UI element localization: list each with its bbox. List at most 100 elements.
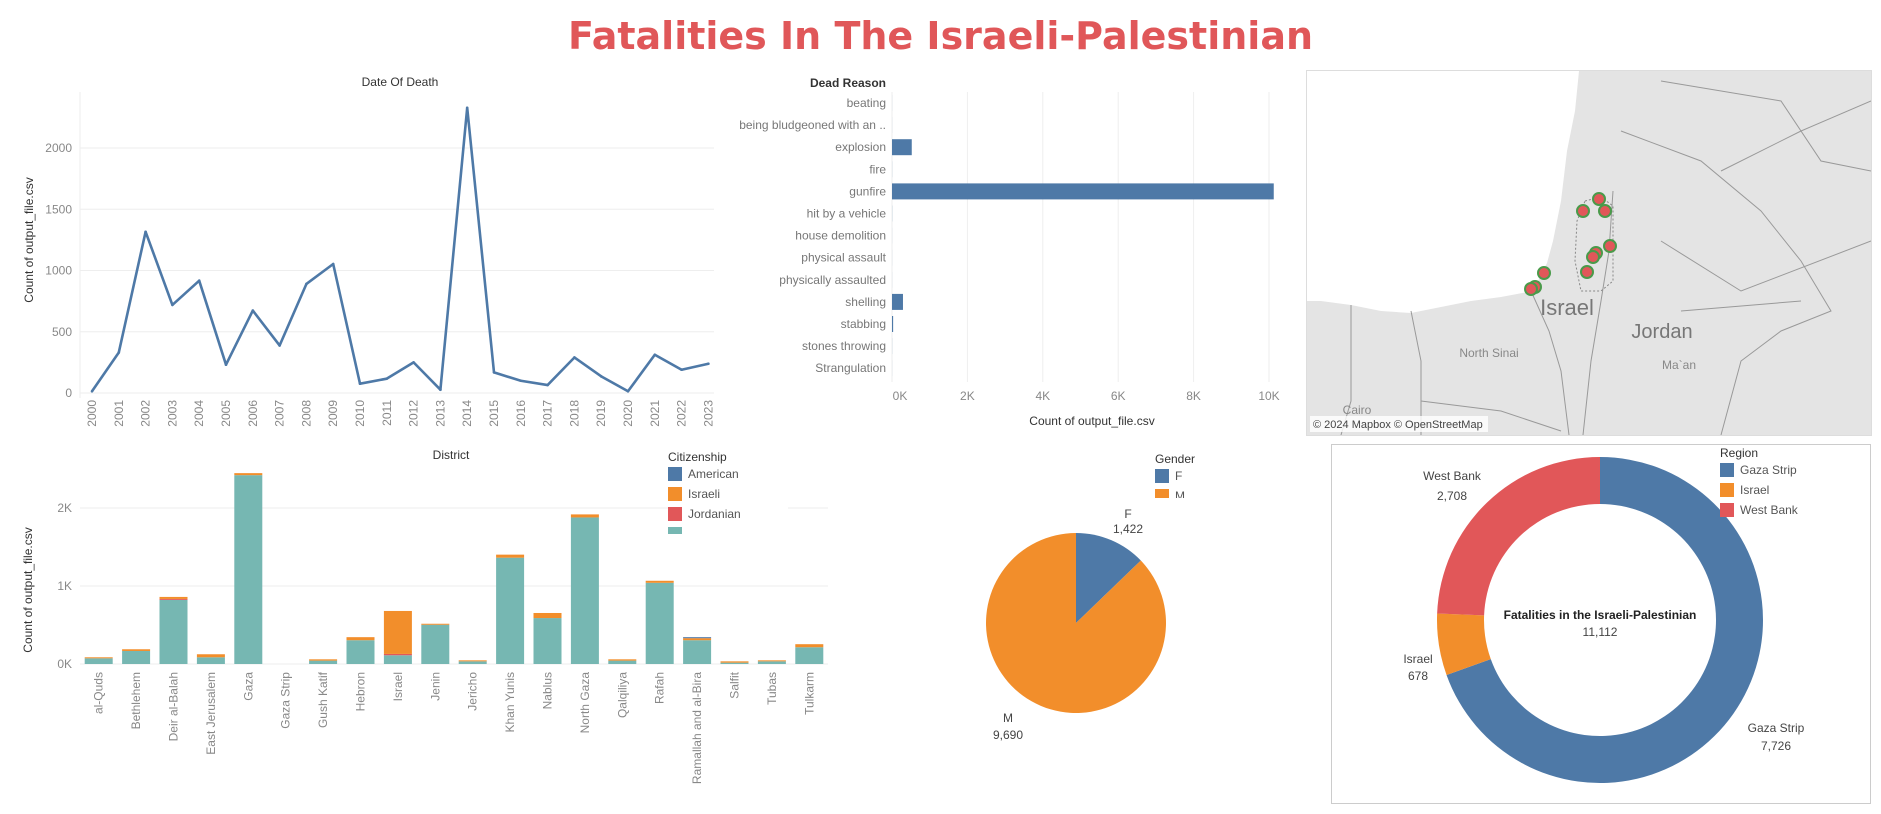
bar-segment-israeli[interactable] [159, 596, 188, 599]
bar-segment-israeli[interactable] [720, 661, 749, 663]
map-marker[interactable] [1592, 192, 1606, 206]
gender-legend[interactable]: Gender F M [1155, 452, 1235, 498]
line-point[interactable] [278, 344, 281, 347]
bar-shelling[interactable] [892, 293, 903, 310]
line-point[interactable] [385, 377, 389, 380]
line-point[interactable] [251, 309, 255, 312]
map-marker[interactable] [1576, 204, 1590, 218]
legend-item-west-bank[interactable]: West Bank [1720, 500, 1830, 520]
bar-segment-israeli[interactable] [346, 637, 375, 641]
bar-segment-american[interactable] [683, 637, 712, 639]
line-series[interactable] [90, 106, 709, 393]
bar-segment-israeli[interactable] [608, 659, 637, 661]
bar-gunfire[interactable] [892, 183, 1274, 200]
legend-item-m[interactable]: M [1155, 486, 1235, 498]
citizenship-legend[interactable]: Citizenship American Israeli Jordanian [668, 450, 788, 534]
bar-segment-other[interactable] [645, 582, 674, 664]
map-marker[interactable] [1603, 239, 1617, 253]
legend-item-gaza-strip[interactable]: Gaza Strip [1720, 460, 1830, 480]
bar-segment-other[interactable] [421, 624, 450, 664]
bar-segment-israeli[interactable] [196, 654, 225, 658]
line-point[interactable] [439, 388, 442, 391]
map-marker[interactable] [1580, 265, 1594, 279]
map-attribution[interactable]: © 2024 Mapbox © OpenStreetMap [1313, 419, 1483, 431]
line-point[interactable] [599, 375, 603, 378]
bar-segment-other[interactable] [720, 662, 749, 664]
bar-segment-israeli[interactable] [757, 660, 786, 662]
bar-segment-other[interactable] [533, 618, 562, 664]
region-donut-chart[interactable]: Gaza Strip 7,726 Israel 678 West Bank 2,708 F… [1331, 444, 1871, 804]
line-point[interactable] [144, 230, 147, 234]
bar-segment-other[interactable] [346, 640, 375, 664]
line-point[interactable] [653, 353, 657, 357]
bar-segment-other[interactable] [683, 640, 712, 664]
map-marker[interactable] [1598, 204, 1612, 218]
bar-segment-other[interactable] [383, 655, 412, 664]
donut-segment-israel[interactable] [1437, 613, 1491, 675]
bar-segment-israeli[interactable] [570, 514, 599, 518]
bar-segment-jordanian[interactable] [383, 653, 412, 656]
bar-segment-other[interactable] [458, 661, 487, 664]
bar-explosion[interactable] [892, 139, 912, 156]
bar-segment-other[interactable] [309, 660, 338, 664]
district-stacked-bar-chart[interactable]: District Count of output_file.csv 0K 1K 2K… [0, 440, 850, 814]
dead-reason-bar-chart[interactable]: Dead Reason Count of output_file.csv 0K 2… [720, 0, 1300, 440]
bar-segment-israeli[interactable] [122, 649, 151, 651]
line-point[interactable] [626, 389, 630, 393]
bar-segment-israeli[interactable] [84, 657, 113, 659]
bar-segment-other[interactable] [570, 517, 599, 664]
bar-segment-jordanian[interactable] [159, 598, 188, 600]
bar-segment-israeli[interactable] [421, 623, 450, 625]
bar-segment-other[interactable] [608, 660, 637, 664]
donut-segment-gaza-strip[interactable] [1446, 457, 1763, 783]
donut-segment-west-bank[interactable] [1437, 457, 1600, 616]
map-view[interactable]: Israel Jordan North Sinai Ma`an Cairo © … [1306, 70, 1872, 436]
bar-segment-israeli[interactable] [533, 612, 562, 619]
line-point[interactable] [171, 303, 174, 307]
map-canvas[interactable]: Israel Jordan North Sinai Ma`an Cairo © … [1307, 71, 1871, 435]
line-point[interactable] [197, 279, 201, 282]
bar-segment-other[interactable] [159, 599, 188, 664]
bar-segment-other[interactable] [757, 661, 786, 664]
bar-segment-other[interactable] [122, 650, 151, 664]
pie-slice-m[interactable] [986, 533, 1166, 713]
bar-stabbing[interactable] [892, 316, 894, 332]
bar-segment-israeli[interactable] [458, 660, 487, 662]
line-point[interactable] [465, 106, 469, 110]
line-point[interactable] [305, 282, 308, 286]
legend-item-american[interactable]: American [668, 464, 788, 484]
line-point[interactable] [412, 361, 415, 364]
bar-segment-other[interactable] [196, 657, 225, 664]
bar-segment-israeli[interactable] [496, 554, 525, 558]
map-marker[interactable] [1524, 282, 1538, 296]
bar-segment-israeli[interactable] [309, 659, 338, 661]
bar-segment-israeli[interactable] [645, 580, 674, 583]
line-point[interactable] [117, 351, 121, 354]
legend-item-israel[interactable]: Israel [1720, 480, 1830, 500]
date-of-death-line-chart[interactable]: Date Of Death Count of output_file.csv 0… [0, 0, 730, 440]
line-point[interactable] [519, 379, 523, 383]
bar-segment-other[interactable] [496, 557, 525, 664]
line-point[interactable] [358, 382, 362, 385]
legend-item-jordanian[interactable]: Jordanian [668, 504, 788, 524]
line-point[interactable] [90, 389, 94, 393]
line-point[interactable] [492, 371, 496, 374]
bar-segment-other[interactable] [234, 475, 263, 664]
line-point[interactable] [331, 262, 335, 266]
legend-item-hidden[interactable] [668, 524, 788, 534]
bar-segment-other[interactable] [84, 658, 113, 664]
bar-segment-israeli[interactable] [234, 473, 263, 476]
line-point[interactable] [680, 368, 683, 372]
bar-segment-other[interactable] [795, 647, 824, 664]
bar-segment-israeli[interactable] [683, 638, 712, 641]
line-point[interactable] [546, 383, 549, 387]
line-point[interactable] [573, 356, 576, 359]
line-point[interactable] [224, 363, 228, 367]
legend-item-f[interactable]: F [1155, 466, 1235, 486]
line-point[interactable] [707, 362, 710, 366]
map-marker[interactable] [1537, 266, 1551, 280]
map-marker[interactable] [1586, 250, 1600, 264]
pie-slice-f[interactable] [1076, 533, 1141, 623]
legend-item-israeli[interactable]: Israeli [668, 484, 788, 504]
